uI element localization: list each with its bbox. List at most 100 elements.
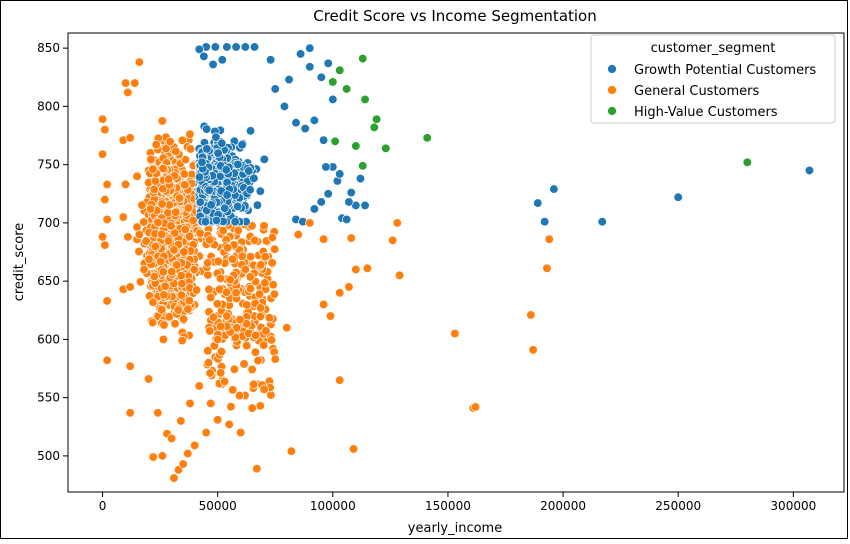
data-point <box>194 172 205 182</box>
data-point <box>153 408 163 418</box>
data-point <box>318 234 329 244</box>
data-point <box>226 401 236 412</box>
data-point <box>204 284 214 295</box>
legend-label: Growth Potential Customers <box>634 63 816 78</box>
data-point <box>220 203 230 213</box>
x-tick-label: 50000 <box>199 499 237 513</box>
data-point <box>125 361 135 371</box>
data-point <box>346 187 356 198</box>
data-point <box>217 55 227 65</box>
data-point <box>341 214 352 225</box>
data-point <box>253 355 263 366</box>
data-point <box>450 328 460 339</box>
data-point <box>344 282 354 292</box>
data-point <box>335 288 345 298</box>
data-point <box>183 203 194 213</box>
data-point <box>125 282 135 292</box>
data-point <box>218 226 228 236</box>
series-1-points <box>97 57 554 483</box>
data-point <box>544 234 554 244</box>
data-point <box>270 354 280 364</box>
data-point <box>213 148 223 158</box>
y-tick-label: 600 <box>37 332 60 346</box>
data-point <box>120 78 131 88</box>
data-point <box>178 314 189 324</box>
legend-marker <box>607 106 617 116</box>
data-point <box>169 473 179 483</box>
data-point <box>97 149 108 159</box>
x-axis-ticks: 0 50000 100000 150000 200000 250000 300000 <box>99 492 816 513</box>
data-point <box>139 264 149 275</box>
data-point <box>157 199 167 209</box>
data-point <box>212 299 222 309</box>
data-point <box>189 440 200 451</box>
data-point <box>224 419 234 430</box>
data-point <box>208 312 219 322</box>
data-point <box>153 217 163 228</box>
data-point <box>208 59 218 70</box>
data-point <box>158 163 168 174</box>
data-point <box>245 284 256 294</box>
data-point <box>216 368 226 378</box>
data-point <box>123 232 133 242</box>
data-point <box>210 42 221 52</box>
data-point <box>268 280 278 290</box>
data-point <box>180 180 190 190</box>
data-point <box>174 193 185 203</box>
data-point <box>205 368 215 378</box>
data-point <box>100 240 110 250</box>
data-point <box>157 229 167 239</box>
data-point <box>235 314 245 325</box>
dense-point-cloud <box>132 116 280 412</box>
data-point <box>245 185 255 195</box>
data-point <box>158 184 168 194</box>
data-point <box>245 272 255 282</box>
data-point <box>163 236 174 246</box>
x-tick-label: 0 <box>99 499 107 513</box>
data-point <box>176 270 186 281</box>
data-point <box>270 84 280 94</box>
data-point <box>120 179 131 190</box>
data-point <box>146 154 156 164</box>
data-point <box>102 214 112 225</box>
data-point <box>251 330 261 340</box>
data-point <box>195 197 205 207</box>
data-point <box>316 197 326 207</box>
data-point <box>191 285 202 295</box>
data-point <box>239 359 249 369</box>
data-point <box>166 433 177 444</box>
legend-title: customer_segment <box>651 41 776 56</box>
data-point <box>166 221 176 231</box>
data-point <box>135 277 146 287</box>
legend-items: Growth Potential Customers General Custom… <box>607 63 816 120</box>
y-tick-label: 550 <box>37 391 60 405</box>
data-point <box>246 252 256 262</box>
data-point <box>195 228 205 238</box>
y-tick-label: 650 <box>37 274 60 288</box>
data-point <box>213 415 223 425</box>
data-point <box>305 62 315 72</box>
data-point <box>219 376 230 387</box>
chart-title: Credit Score vs Income Segmentation <box>313 7 597 25</box>
data-point <box>267 232 278 243</box>
data-point <box>148 297 158 307</box>
y-tick-label: 750 <box>37 158 60 172</box>
data-point <box>237 140 247 150</box>
series-2-points <box>328 53 752 171</box>
data-point <box>145 204 156 214</box>
data-point <box>526 310 536 320</box>
data-point <box>256 260 266 270</box>
data-point <box>123 87 133 98</box>
data-point <box>321 162 331 172</box>
data-point <box>156 256 166 267</box>
data-point <box>201 124 212 134</box>
data-point <box>102 296 112 306</box>
data-point <box>172 260 182 270</box>
y-axis-ticks: 500 550 600 650 700 750 800 850 <box>37 41 68 463</box>
data-point <box>360 94 370 105</box>
data-point <box>137 200 147 210</box>
x-tick-label: 250000 <box>655 499 701 513</box>
legend-marker <box>607 85 617 95</box>
x-tick-label: 100000 <box>310 499 356 513</box>
